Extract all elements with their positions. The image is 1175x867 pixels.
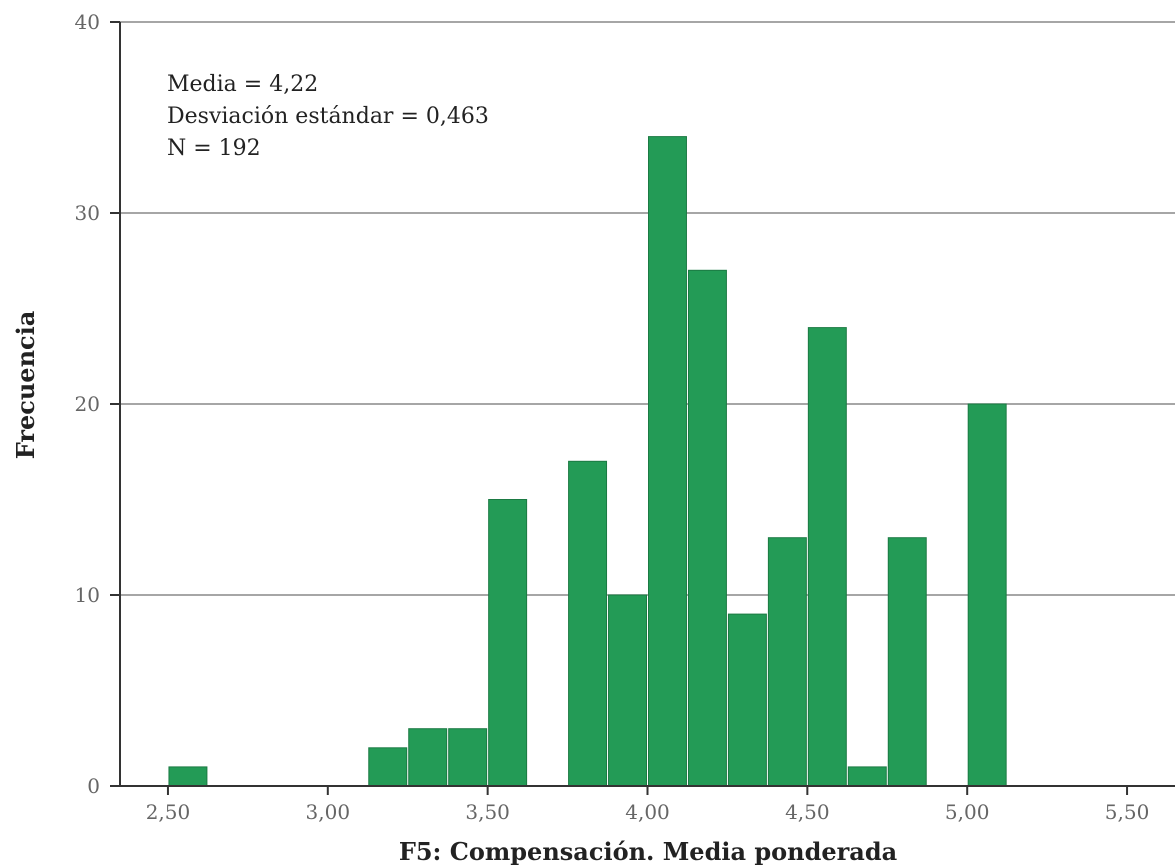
x-tick-label: 5,00 [945, 800, 990, 824]
histogram-bar [488, 499, 528, 787]
histogram-bar [967, 403, 1007, 787]
histogram-bar [408, 728, 448, 787]
stats-annotation: Media = 4,22 Desviación estándar = 0,463 N… [167, 72, 489, 161]
x-tick-labels: 2,50 3,00 3,50 4,00 4,50 5,00 5,50 [146, 800, 1150, 824]
x-tick-label: 5,50 [1105, 800, 1150, 824]
histogram-bar [168, 766, 208, 787]
x-tick-label: 3,00 [306, 800, 351, 824]
histogram-bar [568, 460, 608, 787]
x-tick-label: 2,50 [146, 800, 191, 824]
x-tick-label: 4,50 [785, 800, 830, 824]
histogram-bar [368, 747, 408, 787]
histogram-bar [847, 766, 887, 787]
histogram-bar [807, 327, 847, 787]
x-axis-title: F5: Compensación. Media ponderada [399, 837, 897, 866]
histogram-bar [727, 613, 767, 787]
histogram-bar [687, 269, 727, 787]
y-tick-label: 0 [87, 774, 100, 798]
histogram-bar [767, 537, 807, 787]
bars [168, 136, 1007, 787]
stats-line: Desviación estándar = 0,463 [167, 104, 489, 129]
histogram-bar [648, 136, 687, 787]
histogram-bar [608, 594, 648, 787]
y-tick-labels: 0 10 20 30 40 [75, 10, 100, 798]
histogram-bar [448, 728, 488, 787]
histogram-bar [887, 537, 927, 787]
y-tick-label: 20 [75, 392, 100, 416]
y-tick-label: 30 [75, 201, 100, 225]
stats-line: N = 192 [167, 136, 261, 161]
y-tick-label: 10 [75, 583, 100, 607]
stats-line: Media = 4,22 [167, 72, 318, 97]
y-tick-label: 40 [75, 10, 100, 34]
y-axis-title: Frecuencia [11, 311, 40, 460]
x-tick-label: 3,50 [465, 800, 510, 824]
x-tick-label: 4,00 [625, 800, 670, 824]
axes [110, 21, 1175, 795]
